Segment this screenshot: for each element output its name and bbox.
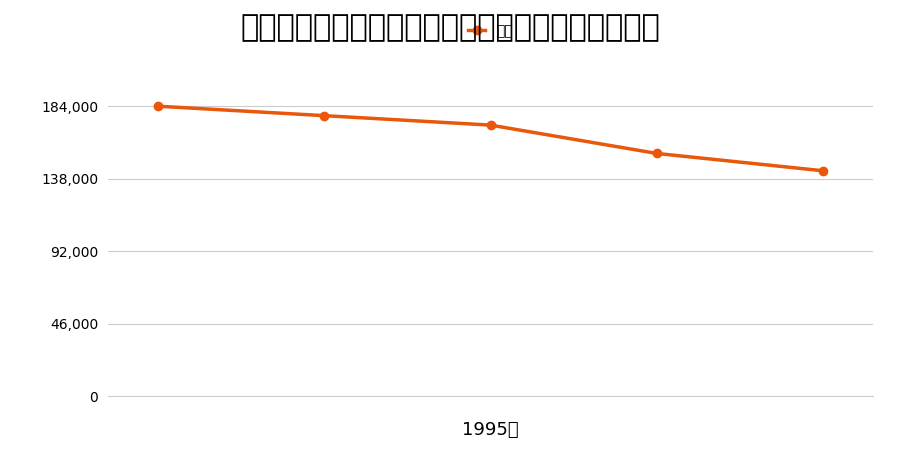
価格 [485,122,496,128]
価格 [319,113,329,118]
価格 [652,151,662,156]
Text: 1995年: 1995年 [463,421,518,439]
Text: 千葉県袖ケ浦市蔵波台２丁目２３番２０の地価推移: 千葉県袖ケ浦市蔵波台２丁目２３番２０の地価推移 [240,14,660,42]
価格 [152,104,163,109]
Line: 価格: 価格 [154,102,827,175]
Legend: 価格: 価格 [463,18,518,44]
価格 [818,168,829,173]
